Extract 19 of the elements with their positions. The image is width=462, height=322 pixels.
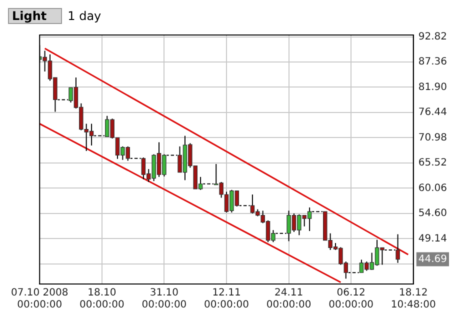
y-tick-label: 76.44 [418,107,448,118]
y-tick-label: 60.06 [418,182,448,194]
y-tick-label: 87.36 [418,56,448,68]
y-tick-label: 54.60 [418,208,448,220]
y-tick-label: 65.52 [418,158,448,169]
x-tick-label: 24.11 00:00:00 [266,288,312,311]
chart-subtitle: 1 day [68,9,102,23]
x-tick-label: 07.10 2008 00:00:00 [10,288,68,311]
x-tick-label: 18.10 00:00:00 [79,288,124,311]
y-tick-label: 92.82 [418,31,448,42]
chart-title: Light [8,8,62,24]
x-tick-label: 31.10 00:00:00 [142,288,187,311]
y-tick-label: 49.14 [418,233,448,244]
x-tick-label: 06.12 00:00:00 [328,288,374,311]
y-tick-label: 81.90 [418,82,448,93]
x-tick-label: 18.12 10:48:00 [390,288,436,311]
y-tick-label: 70.98 [418,132,448,144]
x-tick-label: 12.11 00:00:00 [204,288,249,311]
text: 44.69 [418,254,448,265]
